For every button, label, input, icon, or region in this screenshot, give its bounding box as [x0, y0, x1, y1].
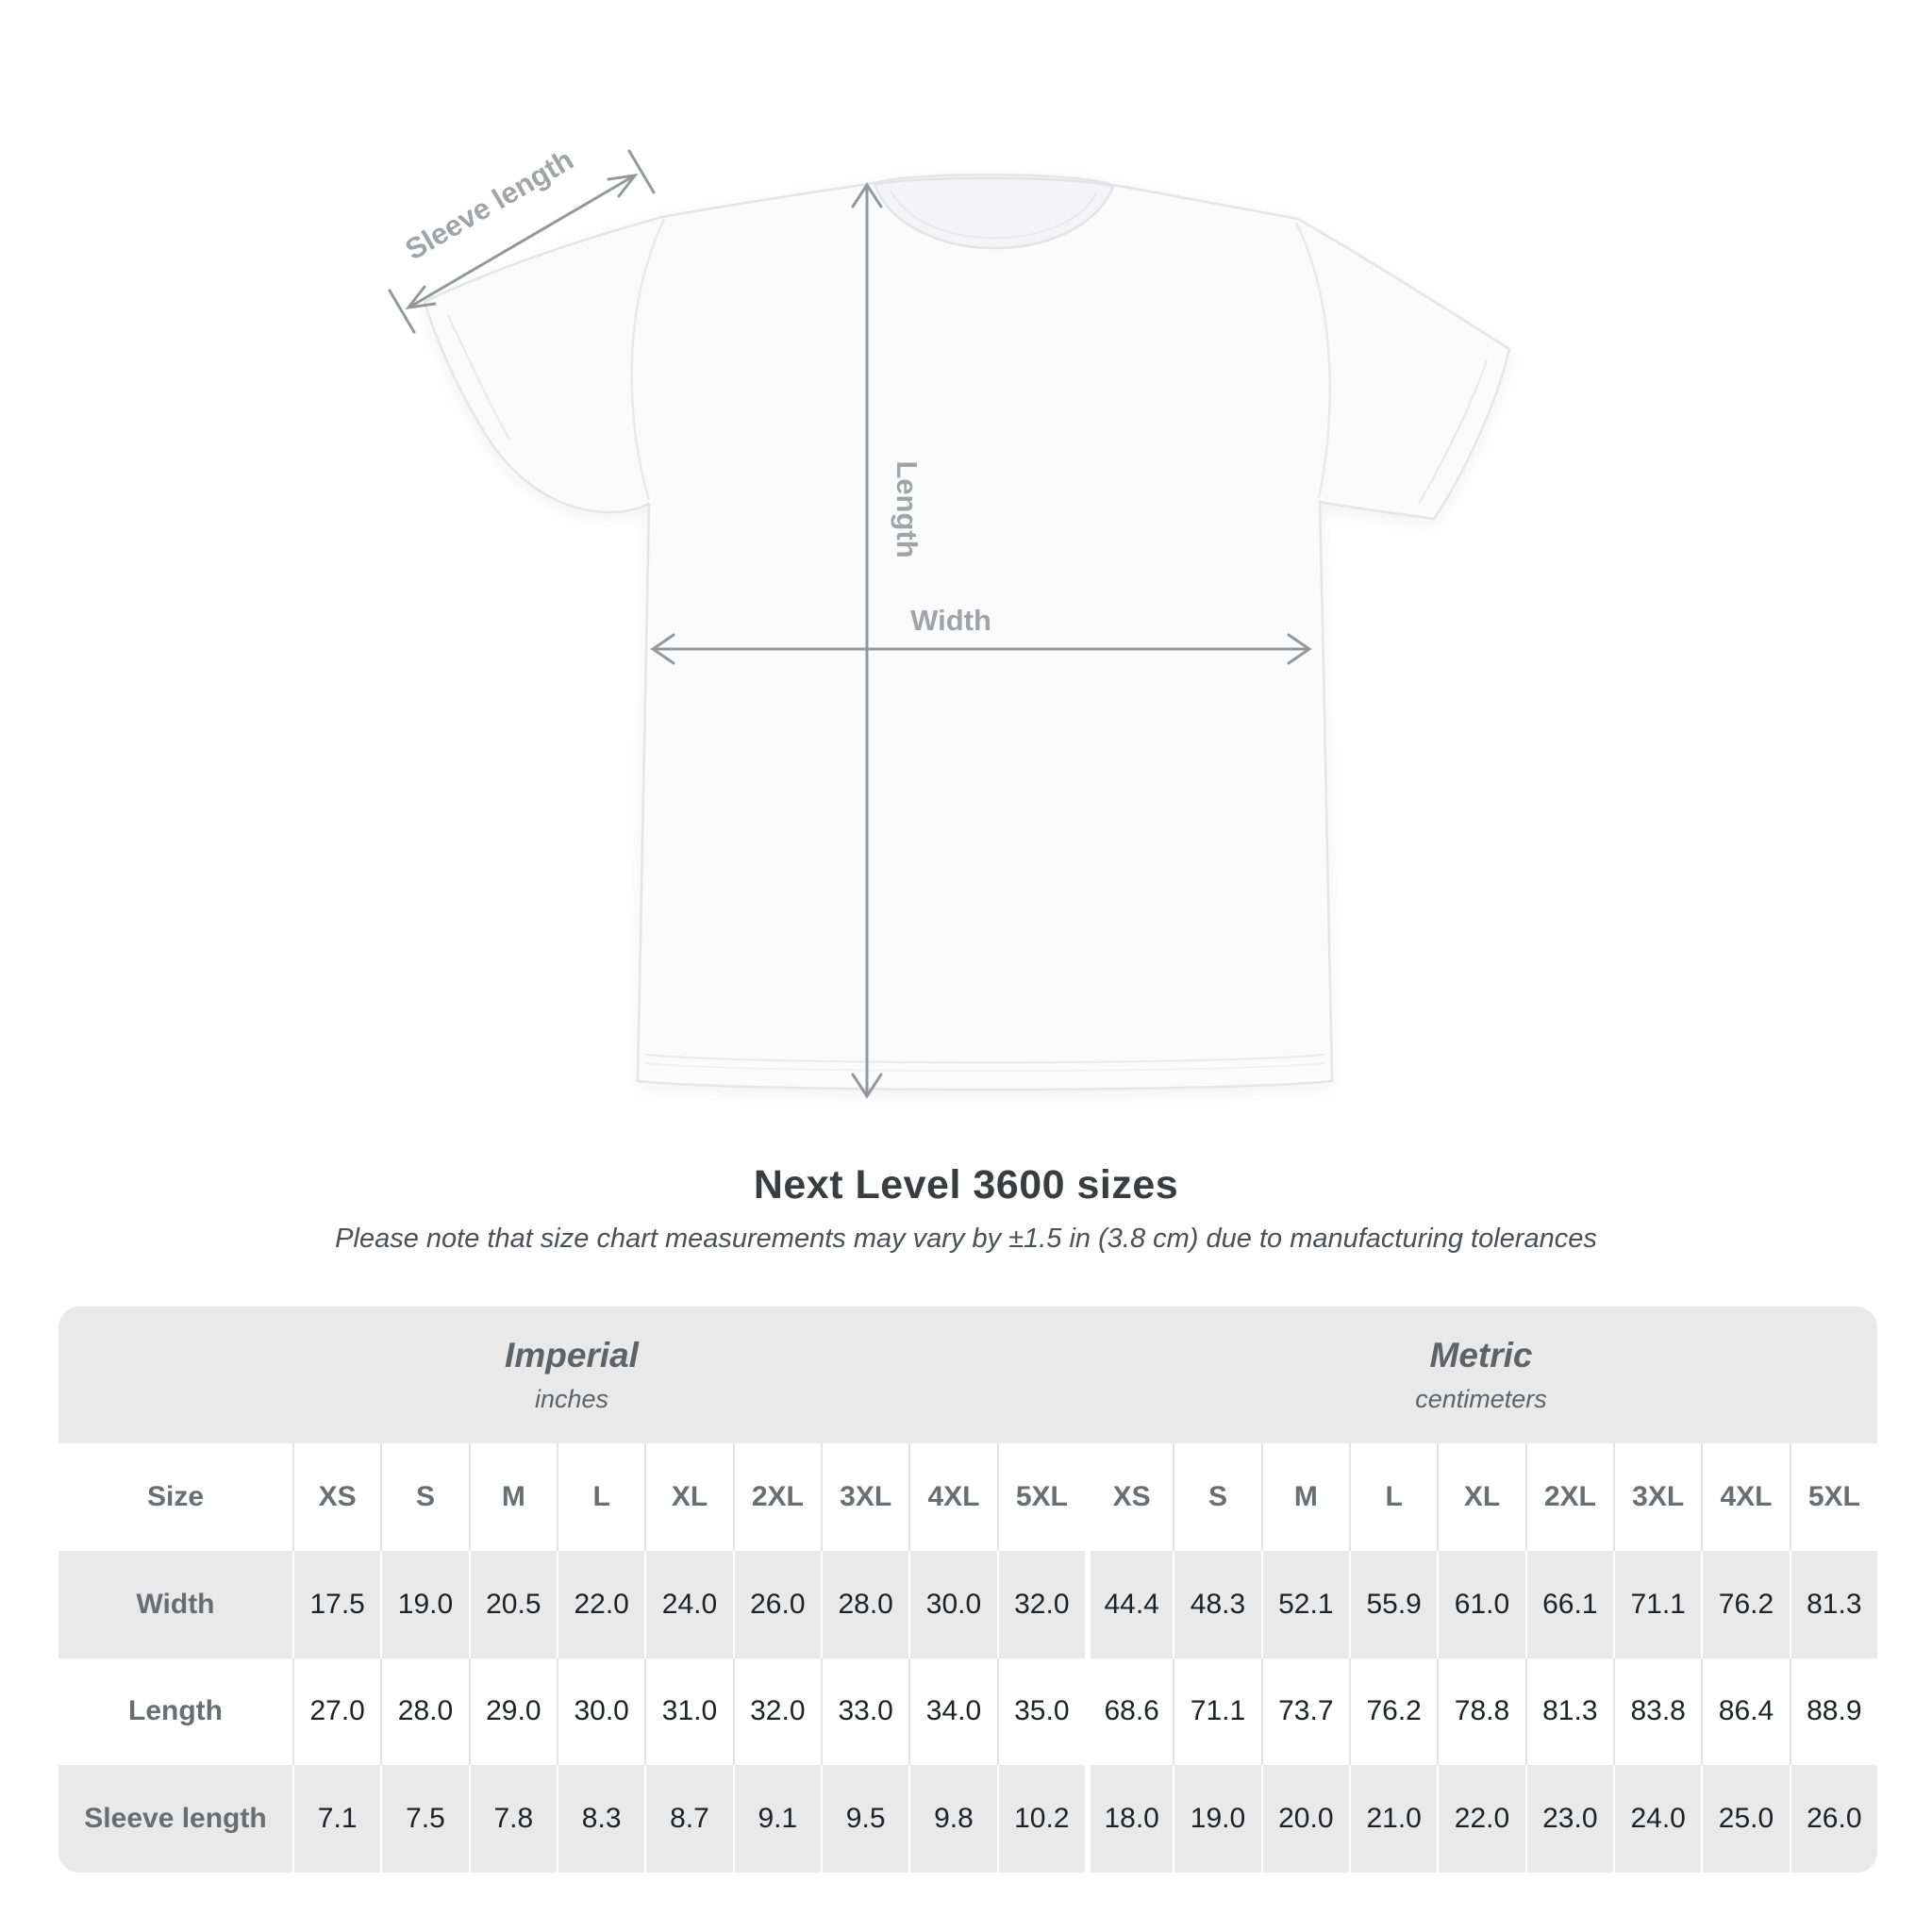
value-cell: 28.0: [380, 1657, 468, 1766]
table-row-width: Width 17.5 19.0 20.5 22.0 24.0 26.0 28.0…: [58, 1550, 1877, 1658]
value-cell: 44.4: [1085, 1550, 1173, 1658]
value-cell: 20.5: [468, 1550, 557, 1658]
value-cell: 26.0: [732, 1550, 821, 1658]
value-cell: 9.8: [908, 1765, 996, 1873]
value-cell: 22.0: [557, 1550, 644, 1658]
value-cell: 78.8: [1437, 1657, 1524, 1766]
value-cell: 28.0: [821, 1550, 908, 1658]
value-cell: 68.6: [1085, 1657, 1173, 1766]
size-col-header: XL: [644, 1443, 732, 1551]
value-cell: 48.3: [1173, 1550, 1260, 1658]
value-cell: 81.3: [1789, 1550, 1877, 1658]
value-cell: 76.2: [1349, 1657, 1437, 1766]
value-cell: 32.0: [996, 1550, 1085, 1658]
row-label: Sleeve length: [84, 1803, 267, 1835]
value-cell: 24.0: [1613, 1765, 1701, 1873]
value-cell: 8.7: [644, 1765, 732, 1873]
value-cell: 76.2: [1701, 1550, 1789, 1658]
tshirt-measurement-diagram: Length Width Sleeve length: [388, 142, 1511, 1099]
value-cell: 25.0: [1701, 1765, 1789, 1873]
width-arrow: [650, 633, 1312, 665]
value-cell: 7.8: [468, 1765, 557, 1873]
value-cell: 55.9: [1349, 1550, 1437, 1658]
value-cell: 19.0: [1173, 1765, 1260, 1873]
value-cell: 21.0: [1349, 1765, 1437, 1873]
value-cell: 8.3: [557, 1765, 644, 1873]
value-cell: 73.7: [1260, 1657, 1349, 1766]
size-col-header: 3XL: [1613, 1443, 1701, 1551]
size-col-header: 4XL: [1701, 1443, 1789, 1551]
row-label-size: Size: [146, 1480, 205, 1512]
value-cell: 7.1: [292, 1765, 380, 1873]
value-cell: 26.0: [1789, 1765, 1877, 1873]
width-label: Width: [910, 604, 991, 637]
size-header-row: Size XS S M L XL 2XL 3XL 4XL 5XL XS S M …: [58, 1443, 1877, 1551]
value-cell: 10.2: [996, 1765, 1085, 1873]
size-col-header: XS: [1085, 1443, 1173, 1551]
metric-title: Metric: [1429, 1336, 1533, 1374]
value-cell: 29.0: [468, 1657, 557, 1766]
value-cell: 23.0: [1524, 1765, 1613, 1873]
size-col-header: 2XL: [1524, 1443, 1613, 1551]
size-col-header: 5XL: [996, 1443, 1085, 1551]
value-cell: 24.0: [644, 1550, 732, 1658]
value-cell: 19.0: [380, 1550, 468, 1658]
sleeve-length-label: Sleeve length: [400, 142, 579, 266]
value-cell: 81.3: [1524, 1657, 1613, 1766]
value-cell: 17.5: [292, 1550, 380, 1658]
row-label: Width: [136, 1588, 215, 1620]
imperial-header: Imperial inches: [58, 1307, 1085, 1443]
value-cell: 30.0: [557, 1657, 644, 1766]
value-cell: 33.0: [821, 1657, 908, 1766]
value-cell: 9.5: [821, 1765, 908, 1873]
imperial-unit: inches: [534, 1385, 609, 1413]
value-cell: 30.0: [908, 1550, 996, 1658]
page-title: Next Level 3600 sizes: [753, 1162, 1179, 1208]
tolerance-note: Please note that size chart measurements…: [335, 1224, 1597, 1254]
size-col-header: S: [1173, 1443, 1260, 1551]
unit-header-band: Imperial inches Metric centimeters: [58, 1307, 1877, 1443]
size-col-header: XS: [292, 1443, 380, 1551]
value-cell: 7.5: [380, 1765, 468, 1873]
value-cell: 83.8: [1613, 1657, 1701, 1766]
size-col-header: XL: [1437, 1443, 1524, 1551]
imperial-title: Imperial: [505, 1336, 639, 1374]
value-cell: 32.0: [732, 1657, 821, 1766]
size-col-header: L: [1349, 1443, 1437, 1551]
value-cell: 52.1: [1260, 1550, 1349, 1658]
value-cell: 31.0: [644, 1657, 732, 1766]
table-row-length: Length 27.0 28.0 29.0 30.0 31.0 32.0 33.…: [58, 1657, 1877, 1766]
size-col-header: S: [380, 1443, 468, 1551]
value-cell: 86.4: [1701, 1657, 1789, 1766]
size-col-header: L: [557, 1443, 644, 1551]
size-col-header: 4XL: [908, 1443, 996, 1551]
size-col-header: M: [468, 1443, 557, 1551]
row-label: Length: [128, 1695, 223, 1727]
tshirt-graphic: [423, 173, 1511, 1091]
table-row-sleeve-length: Sleeve length 7.1 7.5 7.8 8.3 8.7 9.1 9.…: [58, 1765, 1877, 1873]
size-col-header: 3XL: [821, 1443, 908, 1551]
size-col-header: 2XL: [732, 1443, 821, 1551]
value-cell: 35.0: [996, 1657, 1085, 1766]
value-cell: 27.0: [292, 1657, 380, 1766]
value-cell: 18.0: [1085, 1765, 1173, 1873]
value-cell: 9.1: [732, 1765, 821, 1873]
value-cell: 66.1: [1524, 1550, 1613, 1658]
size-col-header: 5XL: [1789, 1443, 1877, 1551]
value-cell: 22.0: [1437, 1765, 1524, 1873]
metric-unit: centimeters: [1415, 1385, 1547, 1413]
length-label: Length: [891, 460, 924, 558]
value-cell: 88.9: [1789, 1657, 1877, 1766]
size-table: Imperial inches Metric centimeters Size …: [58, 1307, 1877, 1873]
value-cell: 34.0: [908, 1657, 996, 1766]
size-col-header: M: [1260, 1443, 1349, 1551]
value-cell: 71.1: [1613, 1550, 1701, 1658]
value-cell: 71.1: [1173, 1657, 1260, 1766]
metric-header: Metric centimeters: [1085, 1307, 1877, 1443]
value-cell: 20.0: [1260, 1765, 1349, 1873]
sleeve-length-arrow: [388, 149, 656, 334]
value-cell: 61.0: [1437, 1550, 1524, 1658]
length-arrow: [851, 182, 883, 1099]
